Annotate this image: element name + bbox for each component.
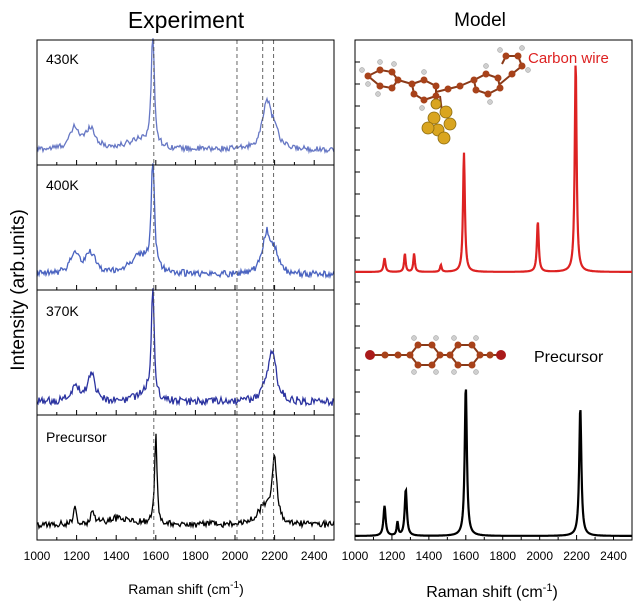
right-panel-title: Model: [454, 10, 506, 31]
right-x-axis-label: Raman shift (cm-1): [426, 582, 558, 601]
left-panel-title: Experiment: [128, 7, 245, 33]
left-xlabel-close: ): [239, 581, 244, 597]
subplot-370K-frame: [36, 289, 335, 416]
right-xlabel-main: Raman shift (cm: [426, 584, 542, 601]
x-tick-label: 1400: [103, 549, 130, 563]
precursor-model-label: Precursor: [534, 349, 604, 366]
x-tick-label: 2400: [600, 549, 627, 563]
x-tick-label: 1200: [379, 549, 406, 563]
left-x-axis-label: Raman shift (cm-1): [128, 580, 244, 597]
series-line-370k: [36, 288, 335, 407]
right-xlabel-sup: -1: [543, 582, 553, 594]
x-tick-label: 1000: [24, 549, 51, 563]
y-axis-label: Intensity (arb.units): [8, 209, 29, 371]
model-line-carbon-wire: [355, 65, 632, 273]
subplot-400K-frame: [36, 164, 335, 291]
x-tick-label: 1600: [452, 549, 479, 563]
label-400K: 400K: [46, 177, 79, 193]
x-tick-label: 1600: [142, 549, 169, 563]
series-line-400k: [36, 163, 335, 280]
x-tick-label: 2000: [526, 549, 553, 563]
x-tick-label: 1800: [489, 549, 516, 563]
series-line-430k: [36, 38, 335, 155]
carbon-wire-label: Carbon wire: [528, 50, 609, 67]
subplot-precursor-frame: [36, 414, 335, 541]
model-panel: Carbon wire Precursor: [354, 39, 633, 541]
x-tick-label: 2400: [301, 549, 328, 563]
label-370K: 370K: [46, 303, 79, 319]
label-430K: 430K: [46, 51, 79, 67]
model-frame: [354, 39, 633, 541]
x-tick-label: 2200: [563, 549, 590, 563]
x-tick-label: 2200: [261, 549, 288, 563]
x-tick-label: 1200: [63, 549, 90, 563]
series-line-precursor: [36, 433, 335, 530]
x-tick-label: 1800: [182, 549, 209, 563]
left-x-tick-labels: 1000 1200 1400 1600 1800 2000 2200 2400: [24, 549, 328, 563]
experiment-panel: 430K 400K 370K Precursor: [36, 38, 335, 541]
precursor-molecule-illustration: [365, 335, 506, 375]
right-x-tick-labels: 1000 1200 1400 1600 1800 2000 2200 2400: [342, 549, 628, 563]
label-precursor-exp: Precursor: [46, 429, 107, 445]
carbon-wire-molecule-illustration: [359, 45, 531, 145]
x-tick-label: 2000: [222, 549, 249, 563]
model-line-precursor: [355, 389, 632, 537]
x-tick-label: 1000: [342, 549, 369, 563]
x-tick-label: 1400: [416, 549, 443, 563]
left-xlabel-sup: -1: [230, 580, 239, 591]
left-xlabel-main: Raman shift (cm: [128, 581, 230, 597]
right-xlabel-close: ): [552, 584, 557, 601]
